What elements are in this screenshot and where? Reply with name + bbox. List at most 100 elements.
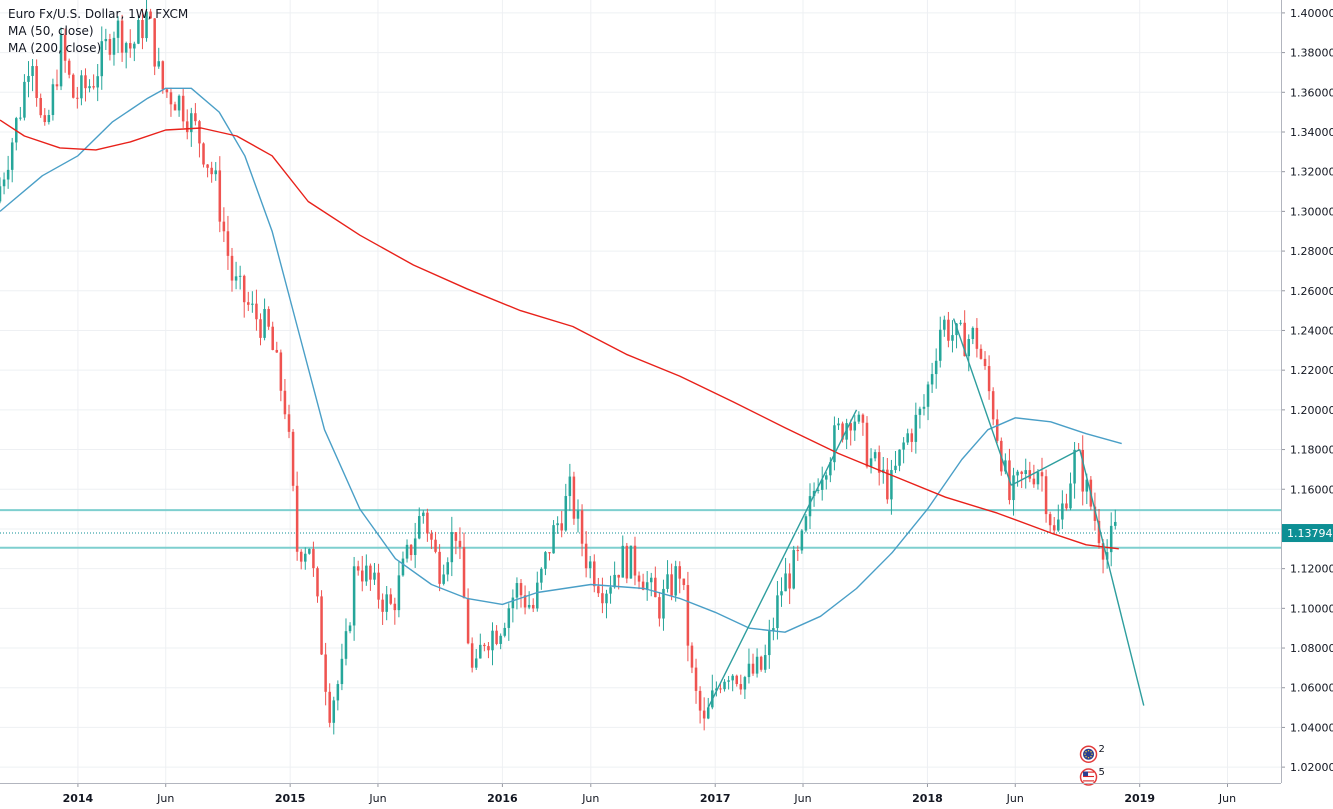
candle-body	[348, 625, 352, 632]
candle-body	[743, 677, 747, 690]
candle-body	[267, 308, 270, 327]
candle-body	[515, 583, 519, 598]
x-tick-label: Jun	[581, 792, 599, 805]
candle-body	[690, 645, 694, 668]
last-price-bg	[1282, 524, 1333, 543]
candle-body	[128, 43, 132, 49]
us-flag-stripe	[1083, 778, 1095, 780]
candle-body	[849, 423, 852, 431]
candle-body	[804, 516, 808, 531]
candle-body	[263, 308, 266, 338]
trendline	[707, 409, 858, 708]
candle-body	[242, 275, 246, 303]
candle-body	[633, 545, 637, 576]
candle-body	[963, 322, 966, 357]
candle-body	[511, 597, 515, 609]
events: 25	[1079, 744, 1105, 786]
candle-body	[466, 598, 470, 644]
candle-body	[413, 538, 417, 556]
y-tick-label: 1.22000	[1290, 364, 1333, 377]
legend-ma200: MA (200, close)	[8, 41, 102, 55]
candle-body	[959, 322, 962, 324]
candle-body	[1093, 506, 1097, 521]
x-tick-label: 2018	[912, 792, 943, 805]
candle-body	[104, 38, 108, 42]
candle-body	[336, 684, 340, 701]
candle-body	[19, 117, 22, 119]
candle-body	[629, 545, 633, 579]
candle-body	[645, 582, 649, 590]
candle-body	[702, 710, 706, 719]
candle-body	[340, 658, 344, 685]
candle-body	[943, 319, 946, 330]
candle-body	[43, 115, 47, 123]
y-tick-label: 1.24000	[1290, 324, 1333, 337]
candle-body	[1012, 475, 1015, 501]
candle-body	[719, 688, 722, 690]
candle-body	[796, 550, 800, 552]
candle-body	[914, 414, 918, 442]
candle-body	[474, 658, 478, 668]
candle-body	[788, 573, 791, 589]
candle-body	[613, 574, 616, 588]
candle-body	[312, 548, 315, 569]
event-count: 2	[1099, 744, 1105, 755]
candle-body	[922, 406, 926, 409]
candle-body	[845, 423, 848, 440]
candle-body	[112, 37, 116, 55]
candle-body	[495, 630, 498, 644]
candle-body	[39, 98, 42, 116]
trendlines	[707, 318, 1145, 708]
candle-body	[1036, 472, 1040, 485]
y-tick-label: 1.16000	[1290, 483, 1333, 496]
candle-body	[621, 545, 625, 578]
candle-body	[1040, 472, 1044, 477]
candle-body	[389, 594, 393, 604]
candle-body	[1097, 520, 1101, 544]
candle-body	[894, 465, 897, 471]
candle-body	[198, 121, 201, 144]
candle-body	[161, 61, 165, 90]
x-tick-label: 2017	[700, 792, 731, 805]
candle-body	[409, 544, 413, 556]
candle-body	[995, 419, 999, 441]
candle-body	[666, 574, 669, 589]
candle-body	[218, 170, 222, 222]
y-tick-label: 1.10000	[1290, 602, 1333, 615]
event-ring	[1079, 768, 1098, 786]
candle-body	[442, 574, 445, 584]
candle-body	[601, 593, 604, 604]
candle-body	[458, 540, 462, 548]
candle-body	[55, 84, 59, 87]
candle-body	[1114, 521, 1117, 526]
candle-body	[491, 630, 494, 651]
candle-body	[479, 644, 482, 659]
candle-body	[299, 551, 303, 562]
candle-body	[519, 583, 523, 596]
us-flag-stripe	[1083, 780, 1095, 782]
candle-body	[971, 327, 975, 340]
eu-flag-star	[1085, 755, 1087, 758]
event-count: 5	[1099, 767, 1105, 778]
candle-body	[234, 276, 238, 281]
candle-body	[531, 604, 535, 609]
last-price-label: 1.13794	[1287, 527, 1333, 540]
y-tick-label: 1.36000	[1290, 86, 1333, 99]
candle-body	[35, 66, 38, 99]
last-price-badge: 1.13794	[1282, 524, 1333, 543]
candle-body	[597, 586, 600, 594]
candle-body	[214, 170, 217, 175]
candle-body	[780, 591, 783, 596]
us-flag-stripe	[1083, 775, 1095, 778]
candle-body	[247, 302, 250, 305]
flag-eu-icon: 2	[1079, 744, 1105, 763]
candle-body	[751, 663, 755, 674]
candle-body	[450, 532, 454, 563]
candle-body	[100, 41, 104, 77]
candle-body	[1028, 470, 1032, 479]
candle-body	[784, 573, 787, 592]
candle-body	[438, 551, 441, 584]
candle-body	[320, 596, 323, 655]
candle-body	[625, 545, 629, 579]
